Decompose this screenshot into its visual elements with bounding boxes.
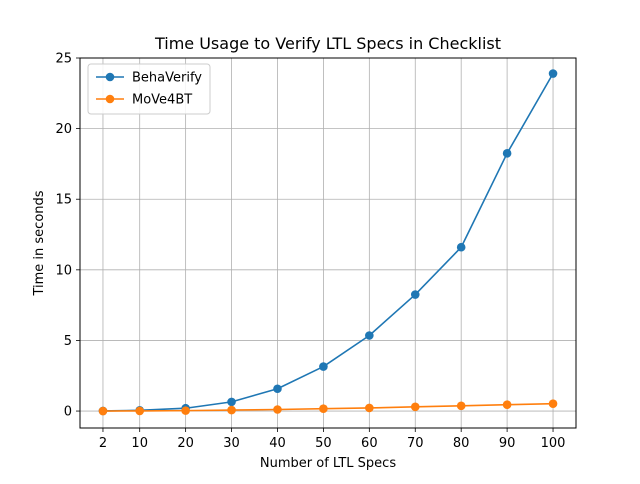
x-tick-label: 60 — [361, 436, 378, 451]
x-tick-label: 90 — [499, 436, 516, 451]
data-point-move4bt — [548, 399, 558, 409]
data-point-move4bt — [502, 400, 512, 409]
x-tick-label: 2 — [99, 436, 107, 451]
data-point-move4bt — [456, 401, 466, 411]
x-tick-label: 70 — [407, 436, 424, 451]
x-tick-label: 50 — [315, 436, 332, 451]
data-point-move4bt — [273, 405, 282, 414]
data-point-move4bt — [365, 403, 374, 413]
axes-frame — [79, 57, 577, 429]
data-point-move4bt — [227, 405, 236, 415]
legend-label-behaverify: BehaVerify — [132, 71, 202, 86]
data-point-behaverify — [410, 290, 420, 299]
y-axis-label: Time in seconds — [32, 190, 47, 296]
x-tick-label: 30 — [223, 436, 240, 451]
data-point-behaverify — [365, 331, 374, 340]
data-point-move4bt — [135, 406, 145, 416]
data-point-behaverify — [502, 149, 512, 158]
x-axis-label: Number of LTL Specs — [260, 456, 396, 471]
y-tick-label: 20 — [55, 122, 72, 137]
data-point-move4bt — [181, 406, 190, 415]
ticks: 2 10 20 30 40 50 60 70 80 90 100 0 5 10 15 20 25 — [55, 52, 565, 452]
data-point-move4bt — [319, 404, 328, 413]
legend-marker-behaverify — [105, 72, 115, 82]
data-point-move4bt — [410, 402, 420, 412]
x-tick-label: 20 — [177, 436, 194, 451]
y-tick-label: 5 — [64, 334, 72, 349]
data-point-behaverify — [273, 384, 282, 394]
y-tick-label: 10 — [55, 263, 72, 278]
x-tick-label: 40 — [269, 436, 286, 451]
x-tick-label: 100 — [541, 436, 566, 451]
series-group — [98, 69, 558, 416]
data-point-behaverify — [227, 397, 236, 407]
data-point-move4bt — [98, 406, 108, 416]
y-tick-label: 0 — [64, 405, 72, 420]
legend-marker-move4bt — [105, 94, 115, 104]
legend-label-move4bt: MoVe4BT — [132, 93, 192, 108]
chart-title: Time Usage to Verify LTL Specs in Checkl… — [154, 34, 501, 53]
x-tick-label: 10 — [131, 436, 148, 451]
data-point-behaverify — [548, 69, 558, 78]
x-tick-label: 80 — [453, 436, 470, 451]
grid — [80, 57, 576, 428]
data-point-behaverify — [319, 362, 328, 371]
legend: BehaVerify MoVe4BT — [87, 63, 211, 115]
y-tick-label: 25 — [55, 52, 72, 67]
data-point-behaverify — [456, 242, 466, 252]
y-tick-label: 15 — [55, 193, 72, 208]
